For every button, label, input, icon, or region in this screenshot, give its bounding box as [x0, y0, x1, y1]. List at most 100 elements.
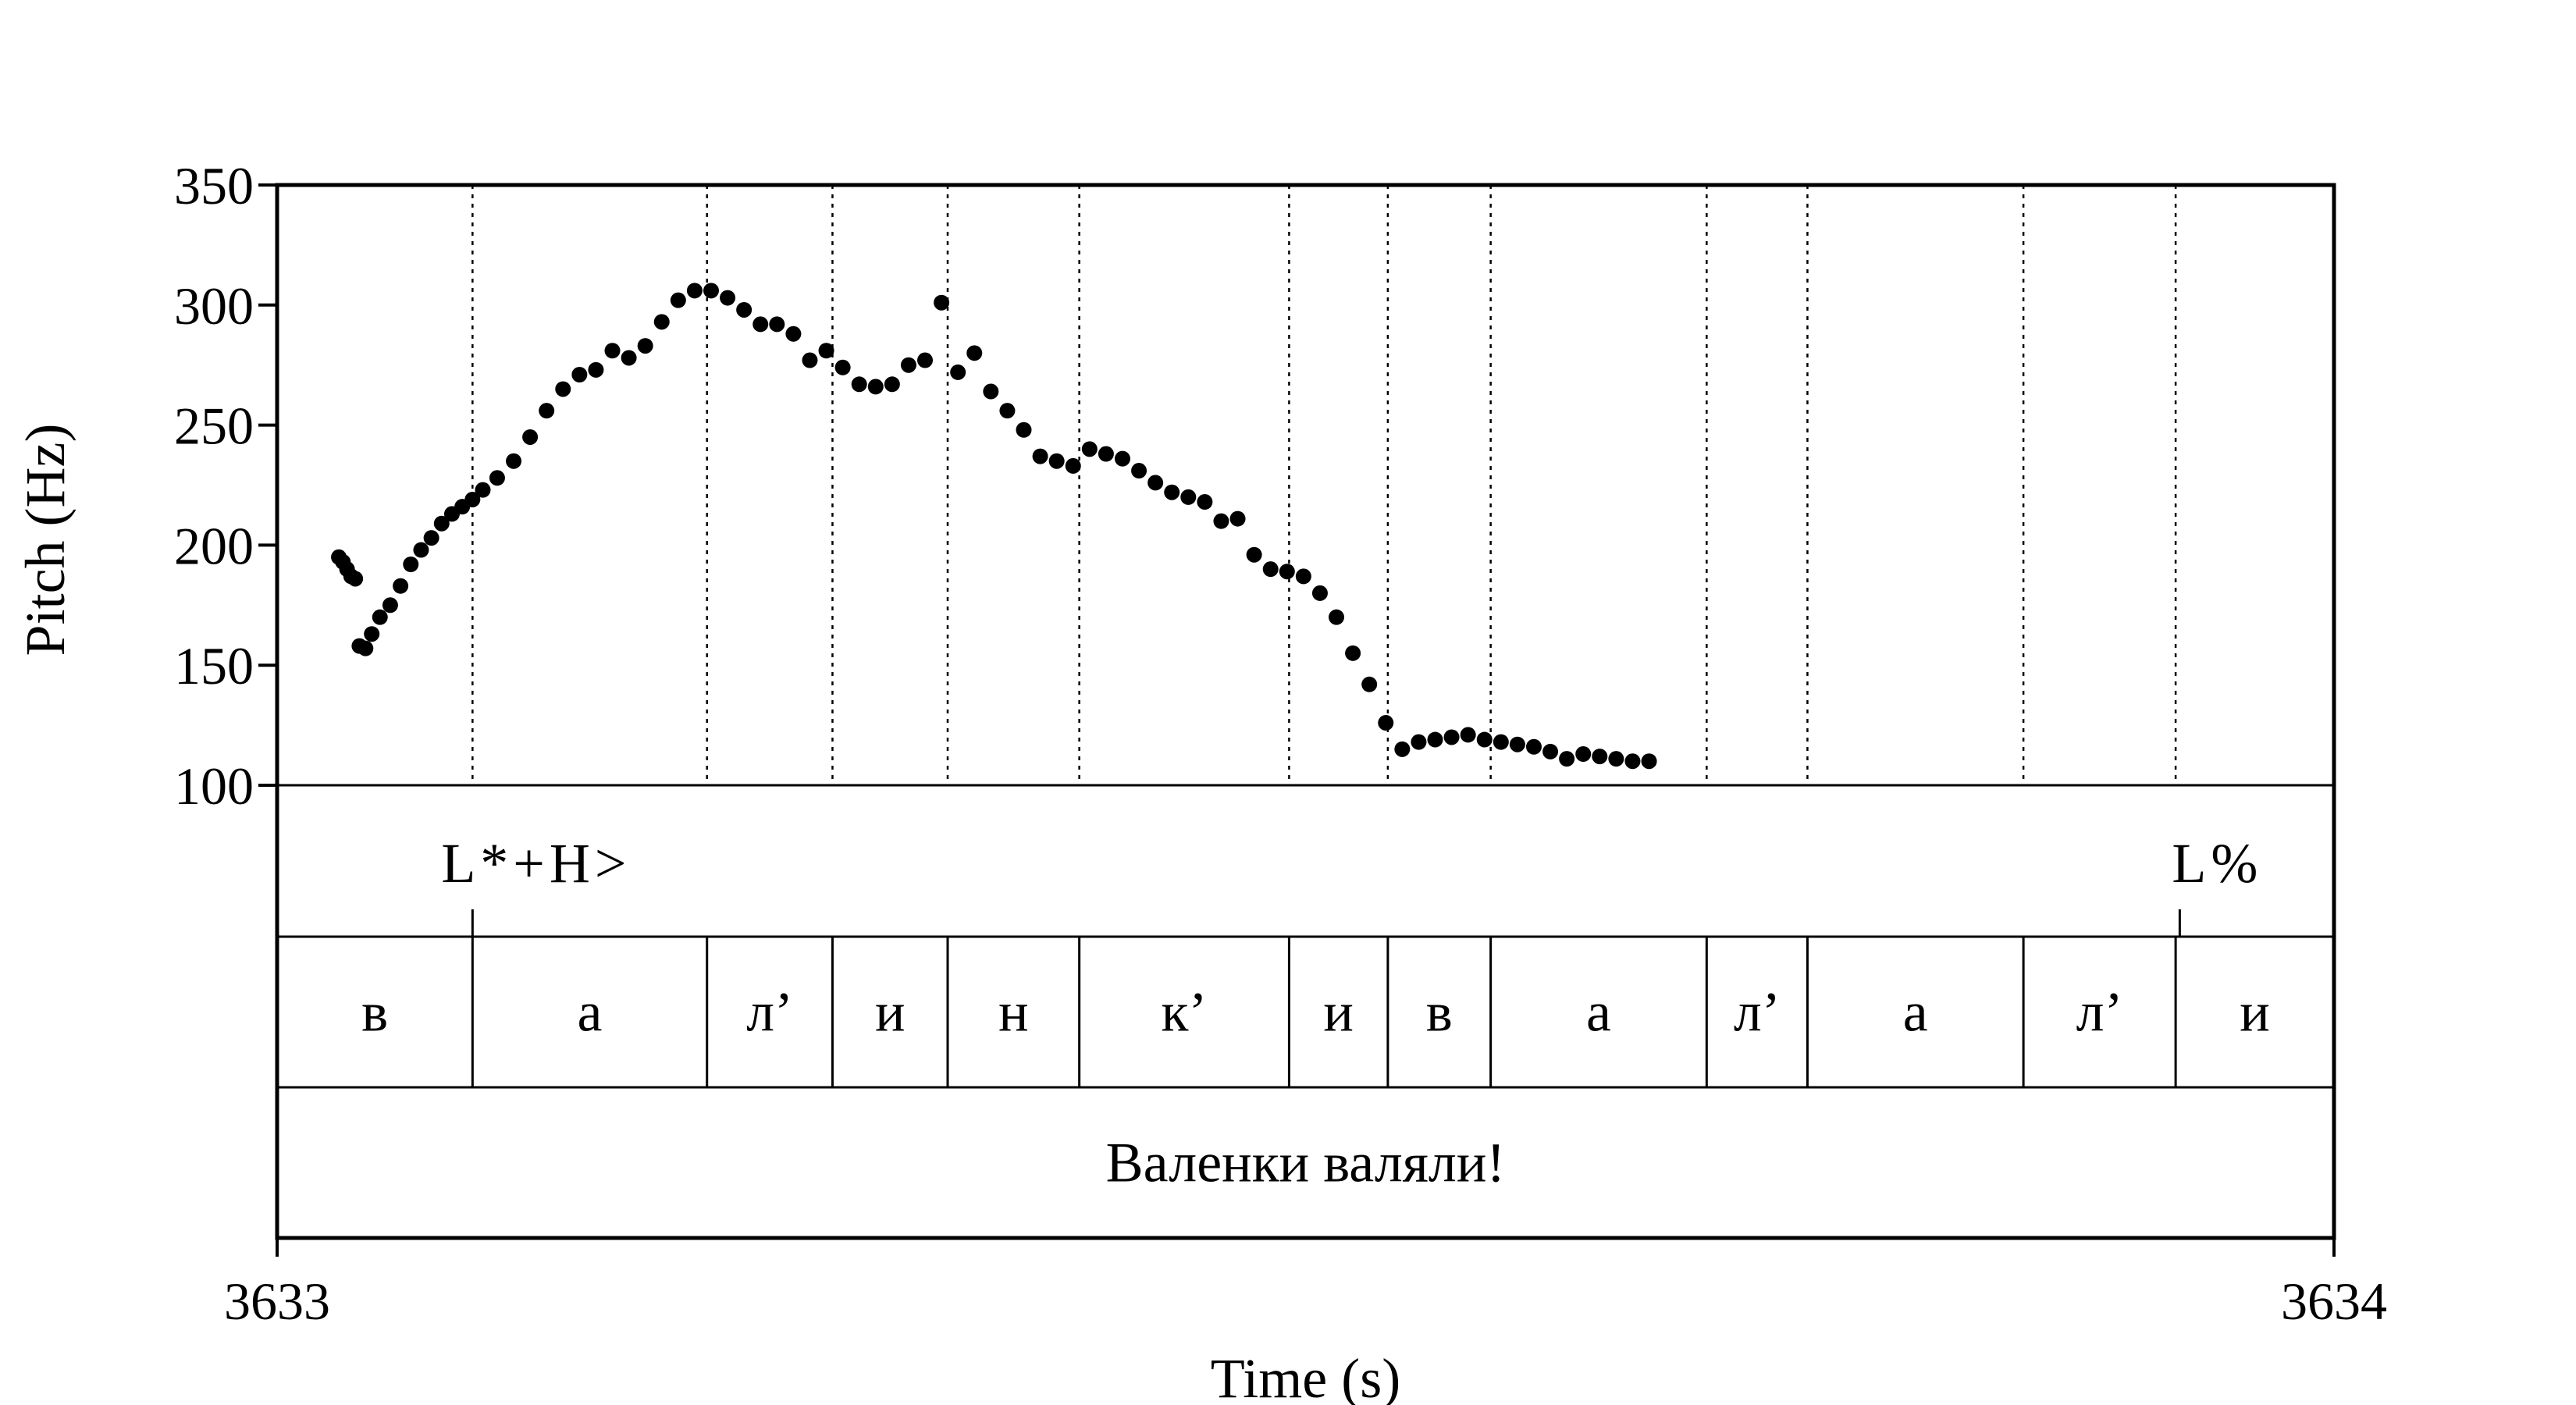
pitch-point: [637, 338, 653, 354]
segment-label: и: [875, 981, 906, 1044]
pitch-point: [934, 294, 950, 311]
pitch-point: [506, 453, 522, 469]
pitch-point: [703, 283, 719, 299]
y-axis-title: Pitch (Hz): [14, 424, 76, 656]
x-axis-ticks: 3633 3634: [224, 1238, 2387, 1331]
pitch-point: [1065, 457, 1081, 474]
pitch-point: [785, 325, 802, 342]
pitch-point: [1164, 484, 1180, 500]
y-tick-label: 250: [174, 397, 254, 456]
pitch-point: [1262, 561, 1279, 578]
pitch-point: [966, 345, 983, 361]
segment-label: л’: [1734, 981, 1781, 1044]
pitch-point: [604, 343, 621, 359]
pitch-point: [1032, 448, 1048, 464]
pitch-point: [1378, 715, 1394, 731]
pitch-point: [382, 597, 398, 614]
pitch-point: [475, 482, 491, 498]
pitch-point: [372, 609, 388, 625]
pitch-point: [1542, 743, 1559, 759]
pitch-point: [1592, 749, 1608, 765]
pitch-point: [834, 359, 851, 375]
x-tick-label: 3633: [224, 1272, 330, 1331]
y-tick-label: 350: [174, 156, 254, 215]
pitch-point: [1361, 676, 1378, 692]
y-tick-label: 100: [174, 756, 254, 816]
pitch-contour: [331, 283, 1657, 770]
pitch-point: [1147, 475, 1164, 491]
segment-label: н: [998, 981, 1029, 1044]
pitch-point: [522, 429, 539, 445]
pitch-point: [1197, 494, 1213, 510]
pitch-point: [571, 367, 588, 383]
pitch-point: [413, 542, 429, 558]
pitch-point: [489, 470, 505, 486]
pitch-point: [802, 352, 818, 368]
pitch-point: [1131, 463, 1147, 479]
pitch-point: [1114, 450, 1130, 467]
pitch-point: [653, 314, 670, 330]
pitch-point: [1525, 738, 1542, 755]
pitch-point: [464, 491, 481, 507]
pitch-point: [433, 515, 450, 532]
pitch-point: [539, 403, 555, 419]
pitch-point: [1279, 564, 1295, 580]
segment-label: а: [1586, 981, 1611, 1044]
y-tick-label: 200: [174, 516, 254, 575]
x-axis-title: Time (s): [1211, 1347, 1400, 1405]
pitch-point: [1608, 751, 1624, 767]
pitch-point: [769, 316, 785, 333]
y-axis-ticks: 100 150 200 250 300 350: [174, 156, 277, 816]
pitch-point: [686, 283, 703, 299]
pitch-point: [1246, 546, 1262, 563]
pitch-point: [670, 292, 686, 308]
x-tick-label: 3634: [2281, 1272, 2387, 1331]
pitch-point: [884, 376, 900, 393]
pitch-point: [917, 352, 934, 368]
pitch-point: [1016, 422, 1032, 438]
segment-label: а: [578, 981, 603, 1044]
pitch-point: [900, 357, 916, 373]
segment-label: к’: [1162, 981, 1208, 1044]
pitch-point: [1427, 731, 1443, 748]
segment-label: и: [1323, 981, 1354, 1044]
pitch-point: [1411, 734, 1427, 750]
pitch-point: [851, 376, 867, 393]
pitch-point: [1559, 751, 1575, 767]
pitch-point: [1460, 727, 1476, 743]
pitch-point: [753, 316, 769, 333]
pitch-point: [736, 301, 753, 318]
pitch-point: [983, 383, 999, 400]
pitch-point: [1229, 510, 1246, 527]
segment-label: л’: [746, 981, 793, 1044]
pitch-point: [818, 343, 834, 359]
tone-label: L*+H>: [441, 832, 631, 895]
pitch-point: [1443, 729, 1460, 745]
pitch-point: [347, 571, 364, 587]
pitch-point: [1213, 513, 1229, 529]
pitch-point: [555, 381, 571, 397]
tone-label: L%: [2172, 832, 2262, 895]
pitch-point: [423, 530, 439, 546]
y-tick-label: 300: [174, 276, 254, 336]
segment-label: и: [2240, 981, 2270, 1044]
pitch-point: [1329, 609, 1345, 625]
y-tick-label: 150: [174, 636, 254, 695]
pitch-point: [1295, 568, 1311, 585]
pitch-point: [621, 350, 637, 366]
pitch-point: [1509, 736, 1525, 752]
pitch-point: [1311, 585, 1328, 601]
segment-label: л’: [2076, 981, 2123, 1044]
pitch-point: [720, 290, 736, 306]
pitch-point: [403, 557, 419, 573]
pitch-point: [1048, 453, 1065, 469]
segment-label: в: [1426, 981, 1453, 1044]
pitch-point: [1641, 753, 1657, 770]
pitch-point: [867, 379, 884, 395]
pitch-point: [999, 403, 1016, 419]
pitch-point: [393, 578, 409, 594]
plot-frame: [275, 183, 2336, 1240]
pitch-point: [1180, 489, 1197, 505]
pitch-point: [1624, 753, 1641, 770]
